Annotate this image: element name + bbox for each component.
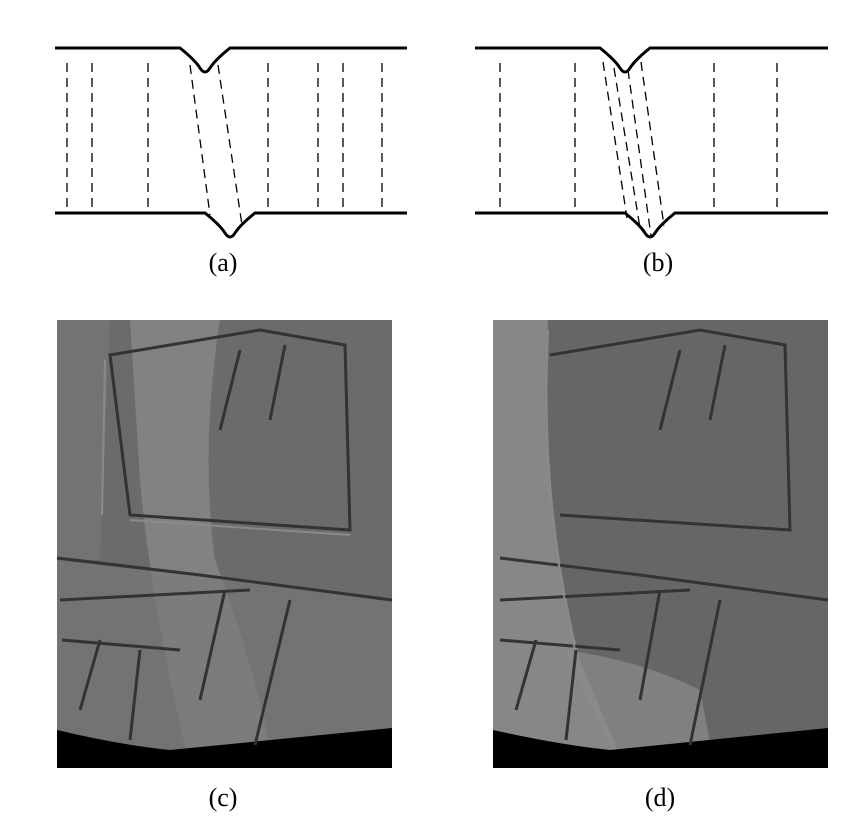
- caption-b: (b): [643, 248, 673, 277]
- depth-image-d: [493, 320, 829, 768]
- diagram-b: [475, 46, 828, 239]
- caption-c: (c): [209, 783, 238, 812]
- bottom-surface: [475, 211, 828, 239]
- depth-image-c: [56, 320, 393, 768]
- top-surface: [475, 46, 828, 74]
- diagram-a: [55, 46, 407, 239]
- top-surface: [55, 46, 407, 74]
- caption-d: (d): [645, 783, 675, 812]
- caption-a: (a): [209, 248, 238, 277]
- correspondence-lines: [66, 63, 383, 226]
- bottom-surface: [55, 211, 407, 239]
- correspondence-lines: [499, 61, 778, 237]
